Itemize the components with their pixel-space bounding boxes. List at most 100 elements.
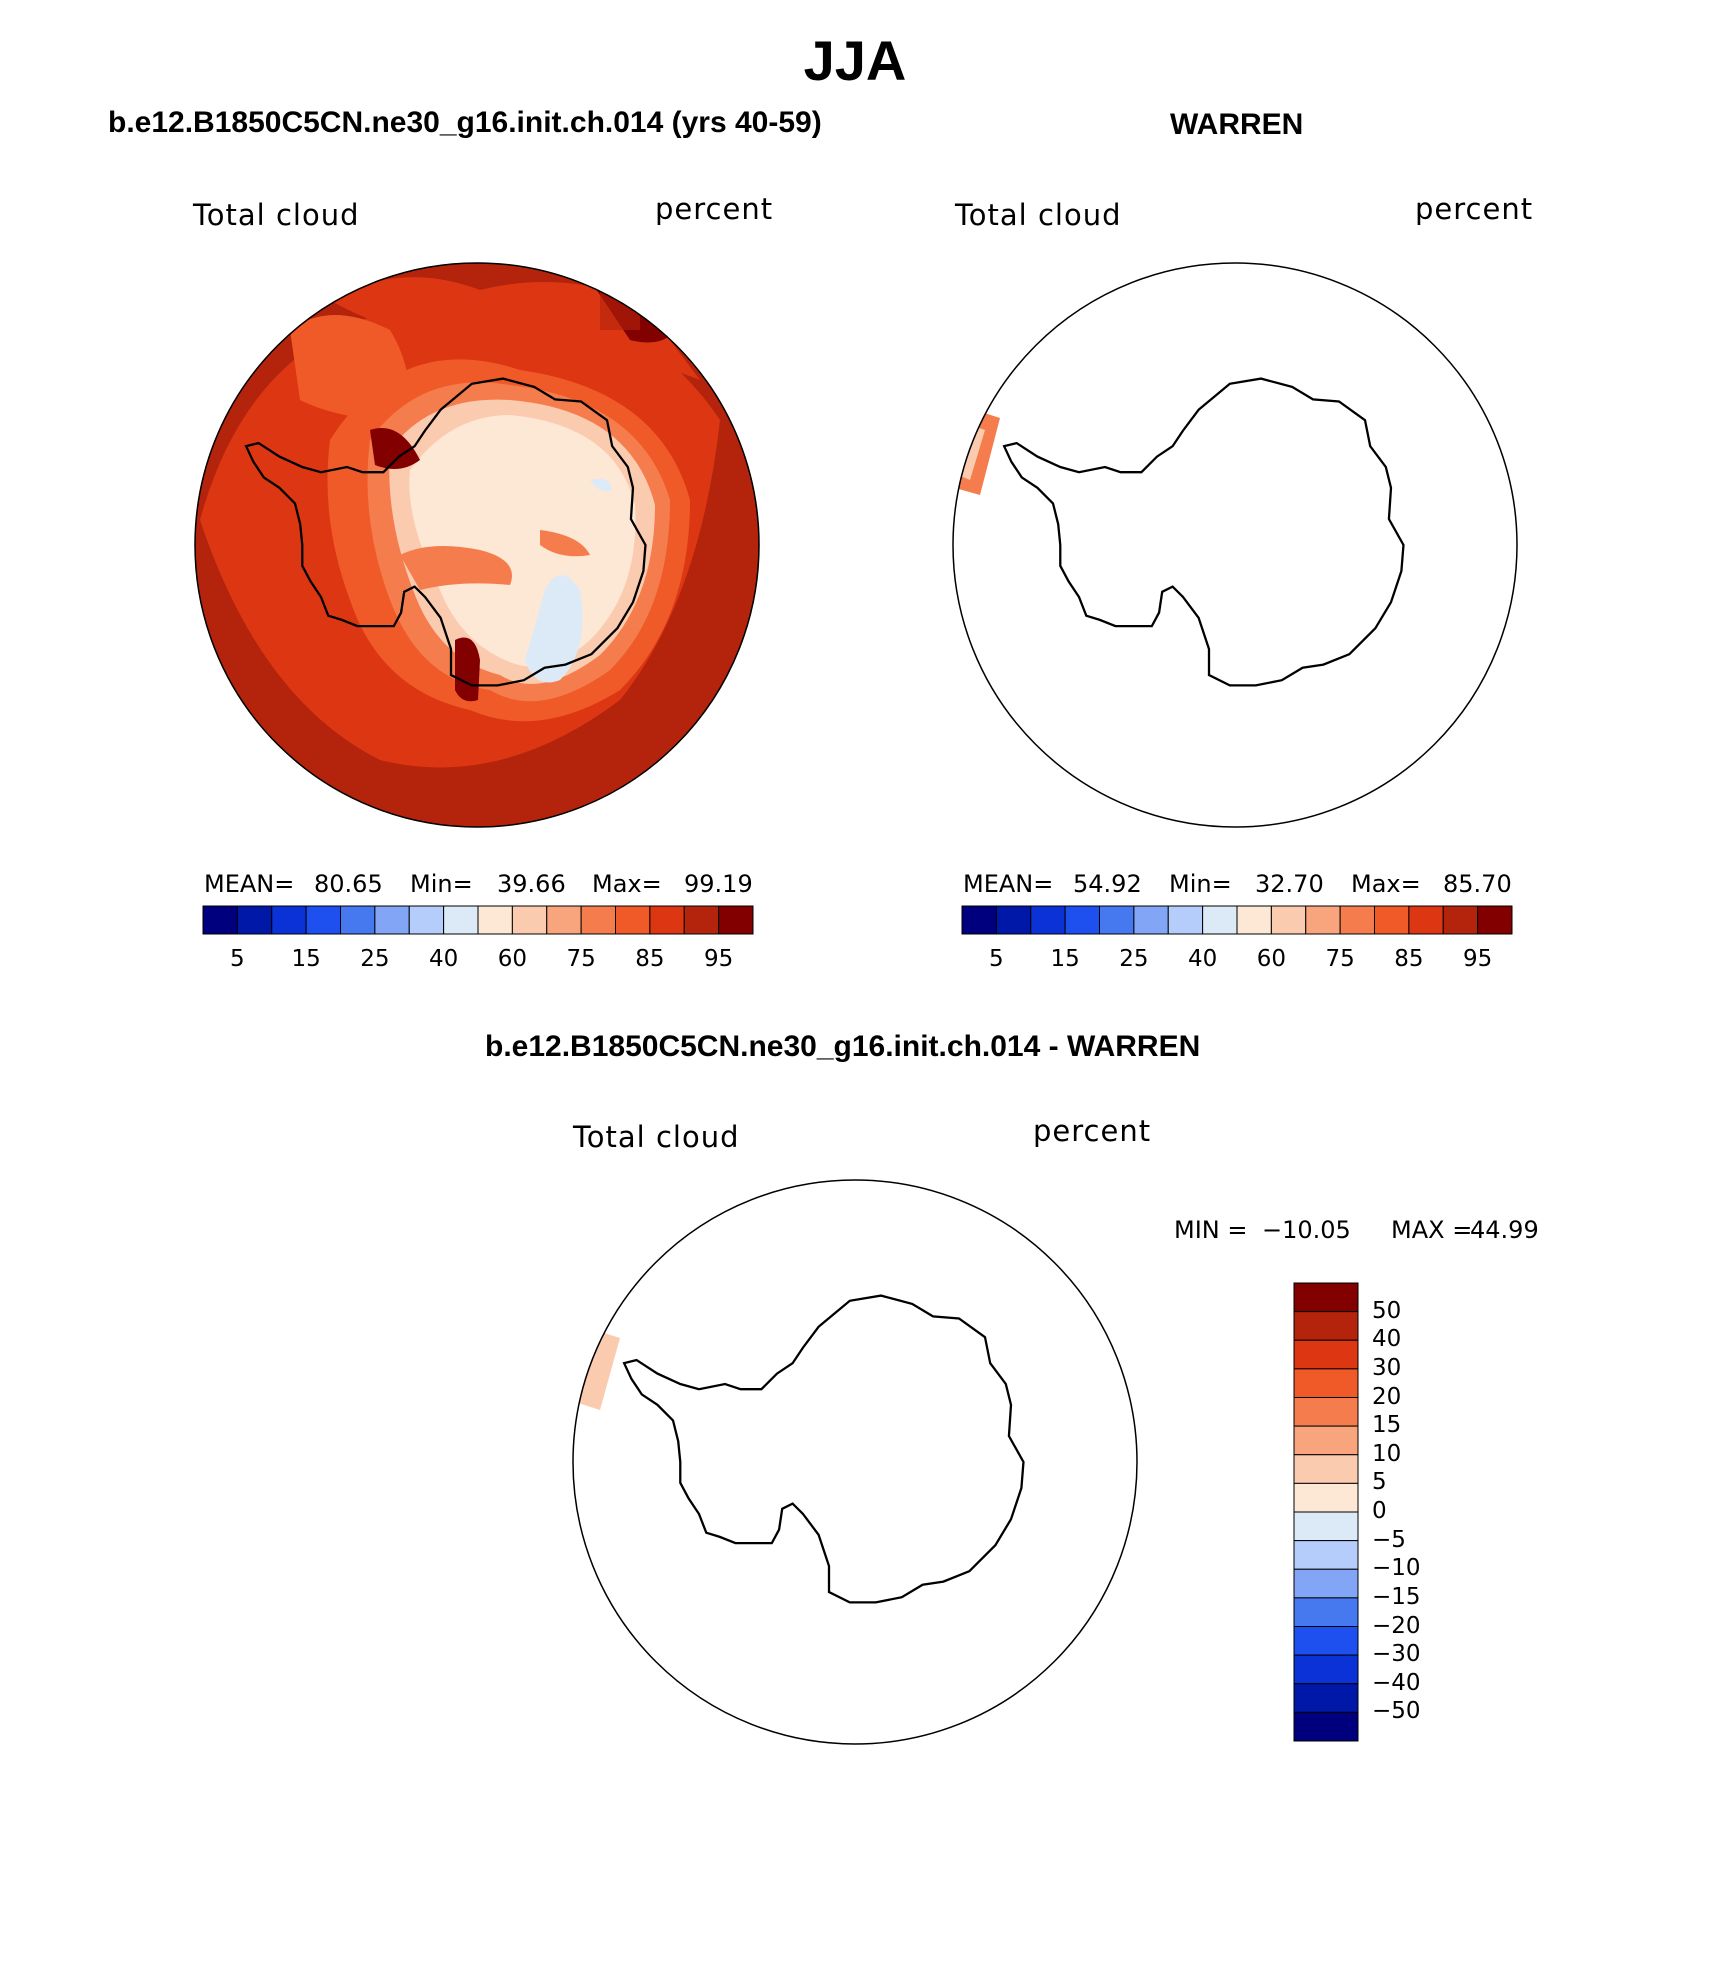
panel-2-units-label: percent — [1415, 192, 1534, 226]
colorbar-tick-label: 10 — [1372, 1440, 1402, 1467]
colorbar-swatch — [1442, 905, 1479, 935]
panel-2-map — [955, 410, 1000, 495]
colorbar-swatch — [1293, 1282, 1359, 1313]
colorbar-swatch — [1305, 905, 1341, 935]
colorbar-tick-label: 5 — [1372, 1469, 1387, 1496]
colorbar-tick-label: 85 — [635, 946, 665, 972]
panel-1-max-value: 99.19 — [684, 870, 753, 898]
panel-2-min-label: Min= — [1169, 870, 1232, 898]
colorbar-swatch — [615, 905, 651, 935]
colorbar-tick-label: 60 — [1256, 946, 1287, 972]
panel-3-field-label: Total cloud — [573, 1120, 740, 1154]
colorbar-swatch — [236, 905, 273, 935]
colorbar-swatch — [1064, 905, 1100, 935]
colorbar-swatch — [1293, 1540, 1359, 1570]
panel-3-units-label: percent — [1033, 1114, 1152, 1148]
colorbar-swatch — [1202, 905, 1238, 935]
panel-3-min-label: MIN = — [1174, 1216, 1248, 1244]
panel-3-coastline — [622, 1294, 1025, 1604]
panel-3-map — [575, 1330, 620, 1410]
panel-3-max-value: 44.99 — [1470, 1216, 1539, 1244]
panel-2-field-label: Total cloud — [955, 198, 1122, 232]
colorbar-tick-label: 0 — [1372, 1498, 1387, 1524]
colorbar-tick-label: −15 — [1372, 1583, 1421, 1610]
colorbar-swatch — [1293, 1626, 1359, 1656]
colorbar-tick-label: 25 — [360, 946, 390, 972]
colorbar-tick-label: −5 — [1372, 1526, 1406, 1553]
colorbar-tick-label: 25 — [1119, 946, 1149, 972]
colorbar-swatch — [683, 905, 720, 935]
panel-1-min-value: 39.66 — [497, 870, 566, 898]
colorbar-tick-label: 85 — [1394, 946, 1424, 972]
colorbar-tick-label: 95 — [1462, 946, 1493, 972]
panel-2-mean-label: MEAN= — [963, 870, 1054, 898]
colorbar-swatch — [1293, 1711, 1359, 1742]
colorbar-swatch — [374, 905, 410, 935]
colorbar-swatch — [1293, 1397, 1359, 1427]
colorbar-swatch — [1099, 905, 1135, 935]
panel-1-map — [195, 263, 759, 827]
panel-2-coastline — [1002, 377, 1405, 687]
colorbar-swatch — [1236, 905, 1272, 935]
colorbar-tick-label: 50 — [1372, 1297, 1402, 1324]
colorbar-swatch — [1293, 1511, 1359, 1542]
panel-1-max-label: Max= — [592, 870, 662, 898]
colorbar-swatch — [1477, 905, 1513, 935]
panel-2-colorbar — [961, 905, 1513, 935]
colorbar-swatch — [1293, 1311, 1359, 1341]
colorbar-tick-label: 95 — [703, 946, 734, 972]
panel-1-units-label: percent — [655, 192, 774, 226]
colorbar-swatch — [202, 905, 238, 935]
colorbar-swatch — [1408, 905, 1444, 935]
colorbar-tick-label: −10 — [1372, 1555, 1421, 1582]
colorbar-swatch — [271, 905, 307, 935]
colorbar-tick-label: −40 — [1372, 1669, 1421, 1696]
colorbar-tick-label: −30 — [1372, 1641, 1421, 1668]
panel-3-map-boundary — [572, 1179, 1138, 1745]
colorbar-swatch — [718, 905, 754, 935]
colorbar-swatch — [1133, 905, 1169, 935]
colorbar-tick-label: 15 — [1050, 946, 1080, 972]
colorbar-swatch — [1030, 905, 1066, 935]
colorbar-swatch — [511, 905, 548, 935]
panel-3-min-value: −10.05 — [1262, 1216, 1351, 1244]
colorbar-tick-label: 75 — [566, 946, 596, 972]
colorbar-swatch — [1293, 1568, 1359, 1599]
panel-1-map-boundary — [194, 262, 760, 828]
colorbar-swatch — [995, 905, 1032, 935]
colorbar-swatch — [1293, 1339, 1359, 1370]
panel-1-mean-label: MEAN= — [204, 870, 295, 898]
colorbar-swatch — [477, 905, 513, 935]
colorbar-tick-label: 30 — [1372, 1354, 1402, 1381]
colorbar-tick-label: 5 — [989, 946, 1004, 972]
colorbar-tick-label: −20 — [1372, 1612, 1421, 1639]
panel-1-field-label: Total cloud — [193, 198, 360, 232]
colorbar-swatch — [1293, 1654, 1359, 1685]
colorbar-swatch — [1374, 905, 1410, 935]
panel-2-max-label: Max= — [1351, 870, 1421, 898]
colorbar-swatch — [1339, 905, 1375, 935]
panel-2-subtitle: WARREN — [1170, 108, 1304, 141]
panel-1-colorbar — [202, 905, 754, 935]
panel-1-subtitle: b.e12.B1850C5CN.ne30_g16.init.ch.014 (yr… — [108, 106, 822, 139]
colorbar-tick-label: 15 — [1372, 1412, 1402, 1439]
panel-3-subtitle: b.e12.B1850C5CN.ne30_g16.init.ch.014 - W… — [485, 1030, 1201, 1063]
colorbar-swatch — [580, 905, 616, 935]
colorbar-swatch — [1293, 1368, 1359, 1398]
colorbar-swatch — [546, 905, 582, 935]
panel-2-mean-value: 54.92 — [1073, 870, 1142, 898]
panel-2-map-boundary — [952, 262, 1518, 828]
panel-1-mean-value: 80.65 — [314, 870, 383, 898]
figure-title: JJA — [803, 29, 907, 92]
panel-3-colorbar — [1293, 1282, 1359, 1742]
colorbar-swatch — [1293, 1482, 1359, 1513]
colorbar-tick-label: 20 — [1372, 1383, 1402, 1410]
colorbar-swatch — [961, 905, 997, 935]
colorbar-tick-label: 15 — [291, 946, 321, 972]
colorbar-swatch — [340, 905, 376, 935]
colorbar-swatch — [1270, 905, 1307, 935]
colorbar-swatch — [305, 905, 341, 935]
colorbar-tick-label: 40 — [1187, 946, 1218, 972]
panel-1-min-label: Min= — [410, 870, 473, 898]
